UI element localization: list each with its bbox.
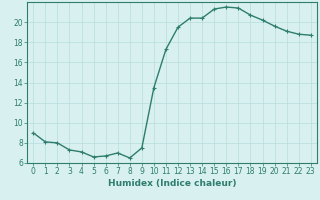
X-axis label: Humidex (Indice chaleur): Humidex (Indice chaleur) [108, 179, 236, 188]
